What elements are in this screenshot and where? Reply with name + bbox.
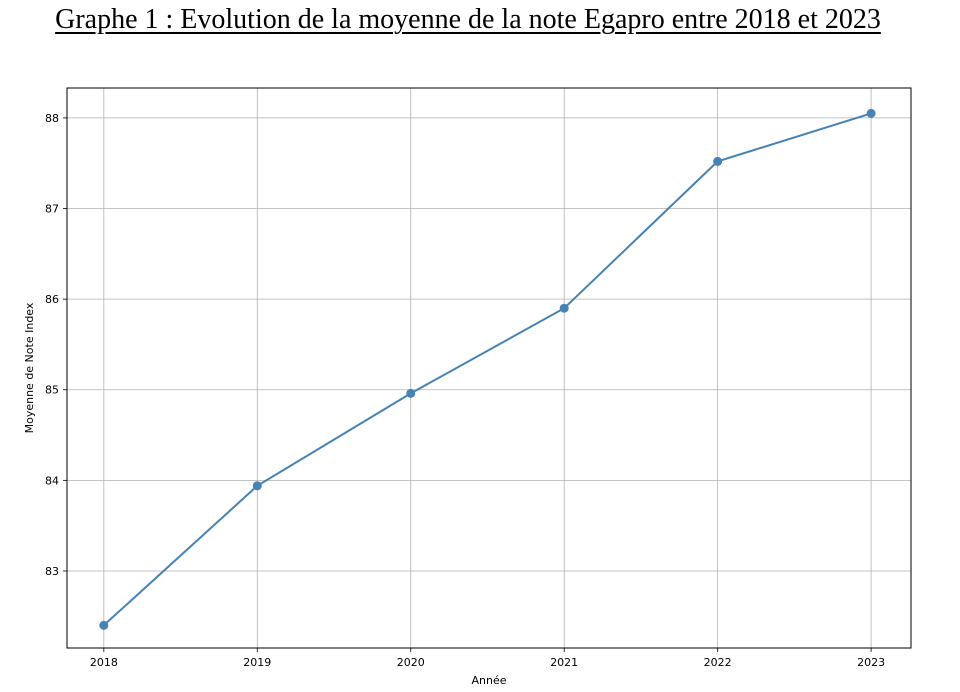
y-tick-label: 87 [45, 203, 59, 216]
y-axis-label: Moyenne de Note Index [23, 302, 36, 433]
plot-frame [66, 87, 912, 649]
x-tick-label: 2022 [704, 656, 732, 669]
x-tick-label: 2018 [90, 656, 118, 669]
page-title: Graphe 1 : Evolution de la moyenne de la… [55, 4, 881, 35]
y-tick-label: 86 [45, 293, 59, 306]
y-tick-label: 88 [45, 112, 59, 125]
x-tick-label: 2019 [243, 656, 271, 669]
x-tick-label: 2023 [857, 656, 885, 669]
data-point [559, 303, 569, 313]
y-tick-label: 83 [45, 565, 59, 578]
data-point [252, 481, 262, 491]
data-point [99, 620, 109, 630]
axis-ticks: 2018 2019 2020 2021 2022 2023 83 84 85 86 87 88 [45, 112, 885, 669]
grid-lines [67, 88, 911, 648]
y-tick-label: 85 [45, 384, 59, 397]
y-tick-label: 84 [45, 474, 59, 487]
data-point [713, 156, 723, 166]
data-point [406, 388, 416, 398]
x-tick-label: 2020 [397, 656, 425, 669]
x-tick-label: 2021 [550, 656, 578, 669]
series-layer [99, 108, 876, 630]
x-axis-label: Année [471, 674, 506, 687]
data-point [866, 108, 876, 118]
series-line [103, 112, 872, 627]
